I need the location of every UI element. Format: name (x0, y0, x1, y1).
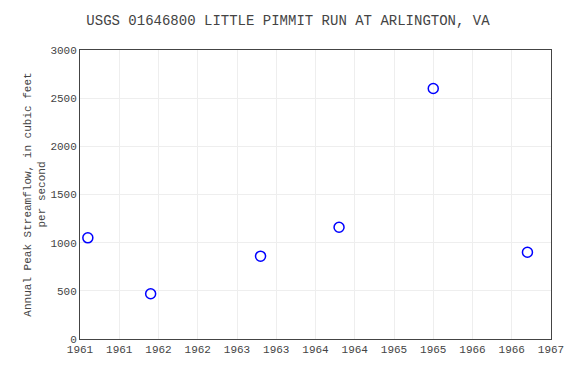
svg-text:1966: 1966 (499, 344, 525, 356)
svg-text:1961: 1961 (67, 344, 94, 356)
svg-text:1962: 1962 (185, 344, 211, 356)
svg-text:1964: 1964 (342, 344, 369, 356)
svg-text:1962: 1962 (145, 344, 171, 356)
svg-text:500: 500 (57, 286, 77, 298)
svg-text:2500: 2500 (50, 93, 76, 105)
svg-text:1965: 1965 (381, 344, 407, 356)
svg-text:1963: 1963 (224, 344, 250, 356)
svg-text:1500: 1500 (50, 189, 76, 201)
svg-text:0: 0 (70, 334, 77, 346)
svg-text:1964: 1964 (302, 344, 329, 356)
svg-text:1963: 1963 (263, 344, 289, 356)
svg-text:1967: 1967 (538, 344, 564, 356)
svg-text:1965: 1965 (420, 344, 446, 356)
svg-text:2000: 2000 (50, 141, 76, 153)
svg-text:1961: 1961 (106, 344, 133, 356)
svg-text:1000: 1000 (50, 238, 76, 250)
svg-text:Annual Peak Streamflow, in cub: Annual Peak Streamflow, in cubic feetper… (22, 72, 48, 316)
svg-text:1966: 1966 (459, 344, 485, 356)
svg-text:USGS 01646800 LITTLE PIMMIT RU: USGS 01646800 LITTLE PIMMIT RUN AT ARLIN… (86, 13, 490, 29)
svg-text:3000: 3000 (50, 45, 76, 57)
